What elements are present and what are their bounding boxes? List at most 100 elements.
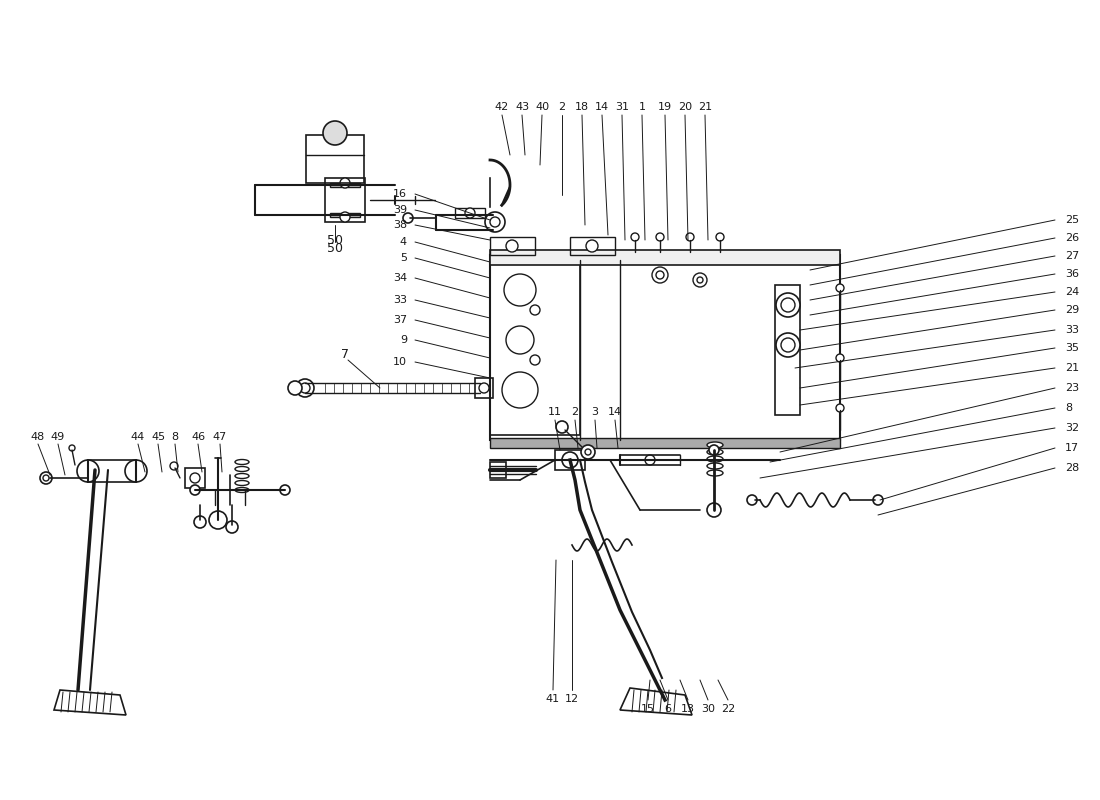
Ellipse shape: [235, 481, 249, 486]
Text: 33: 33: [393, 295, 407, 305]
Text: 1: 1: [638, 102, 646, 112]
Circle shape: [490, 217, 500, 227]
Bar: [330, 183, 360, 187]
Bar: [455, 208, 485, 218]
Bar: [475, 378, 493, 398]
Circle shape: [506, 240, 518, 252]
Ellipse shape: [707, 470, 723, 476]
Circle shape: [836, 284, 844, 292]
Bar: [490, 260, 580, 435]
Circle shape: [581, 445, 595, 459]
Circle shape: [226, 521, 238, 533]
Circle shape: [530, 355, 540, 365]
Text: 18: 18: [575, 102, 590, 112]
Circle shape: [40, 472, 52, 484]
Bar: [776, 285, 800, 415]
Circle shape: [77, 460, 99, 482]
Text: 46: 46: [191, 432, 205, 442]
Circle shape: [631, 233, 639, 241]
Circle shape: [190, 473, 200, 483]
Circle shape: [288, 381, 302, 395]
Circle shape: [776, 293, 800, 317]
Text: 12: 12: [565, 694, 579, 704]
Circle shape: [69, 445, 75, 451]
Bar: [490, 438, 840, 448]
Circle shape: [170, 462, 178, 470]
Circle shape: [686, 233, 694, 241]
Text: 14: 14: [595, 102, 609, 112]
Text: 23: 23: [1065, 383, 1079, 393]
Ellipse shape: [707, 442, 723, 448]
Bar: [306, 135, 364, 183]
Ellipse shape: [235, 474, 249, 478]
Text: 8: 8: [1065, 403, 1072, 413]
Text: 10: 10: [393, 357, 407, 367]
Circle shape: [776, 333, 800, 357]
Circle shape: [502, 372, 538, 408]
Circle shape: [781, 298, 795, 312]
Text: 17: 17: [1065, 443, 1079, 453]
Text: 5: 5: [400, 253, 407, 263]
Text: 7: 7: [341, 349, 349, 362]
Text: 14: 14: [608, 407, 623, 417]
Text: 13: 13: [681, 704, 695, 714]
Polygon shape: [54, 690, 126, 715]
Circle shape: [296, 379, 314, 397]
Circle shape: [716, 233, 724, 241]
Circle shape: [506, 326, 534, 354]
Ellipse shape: [235, 459, 249, 465]
Text: 38: 38: [393, 220, 407, 230]
Text: 19: 19: [658, 102, 672, 112]
Circle shape: [556, 421, 568, 433]
Text: 11: 11: [548, 407, 562, 417]
Text: 42: 42: [495, 102, 509, 112]
Text: 35: 35: [1065, 343, 1079, 353]
Ellipse shape: [707, 449, 723, 455]
Text: 16: 16: [393, 189, 407, 199]
Text: 33: 33: [1065, 325, 1079, 335]
Circle shape: [656, 271, 664, 279]
Text: 44: 44: [131, 432, 145, 442]
Text: 24: 24: [1065, 287, 1079, 297]
Circle shape: [43, 475, 50, 481]
Text: 34: 34: [393, 273, 407, 283]
Bar: [570, 237, 615, 255]
Text: 32: 32: [1065, 423, 1079, 433]
Ellipse shape: [235, 466, 249, 471]
Text: 49: 49: [51, 432, 65, 442]
Ellipse shape: [235, 487, 249, 493]
Circle shape: [465, 208, 475, 218]
Text: 21: 21: [697, 102, 712, 112]
Text: 4: 4: [400, 237, 407, 247]
Text: 45: 45: [151, 432, 165, 442]
Circle shape: [707, 503, 721, 517]
Circle shape: [340, 178, 350, 188]
Bar: [490, 250, 840, 265]
Text: 9: 9: [400, 335, 407, 345]
Circle shape: [585, 449, 591, 455]
Ellipse shape: [707, 463, 723, 469]
Circle shape: [836, 404, 844, 412]
Circle shape: [485, 212, 505, 232]
Circle shape: [710, 445, 719, 455]
Circle shape: [652, 267, 668, 283]
Text: 39: 39: [393, 205, 407, 215]
Text: 30: 30: [701, 704, 715, 714]
Circle shape: [693, 273, 707, 287]
Text: 22: 22: [720, 704, 735, 714]
Circle shape: [747, 495, 757, 505]
Text: 20: 20: [678, 102, 692, 112]
Bar: [490, 237, 535, 255]
Text: 27: 27: [1065, 251, 1079, 261]
Text: 2: 2: [559, 102, 565, 112]
Text: 15: 15: [641, 704, 654, 714]
Text: 26: 26: [1065, 233, 1079, 243]
Circle shape: [656, 233, 664, 241]
Text: 3: 3: [592, 407, 598, 417]
Bar: [324, 178, 365, 222]
Ellipse shape: [707, 456, 723, 462]
Circle shape: [403, 213, 412, 223]
Bar: [88, 460, 136, 482]
Text: 47: 47: [213, 432, 227, 442]
Bar: [490, 255, 840, 440]
